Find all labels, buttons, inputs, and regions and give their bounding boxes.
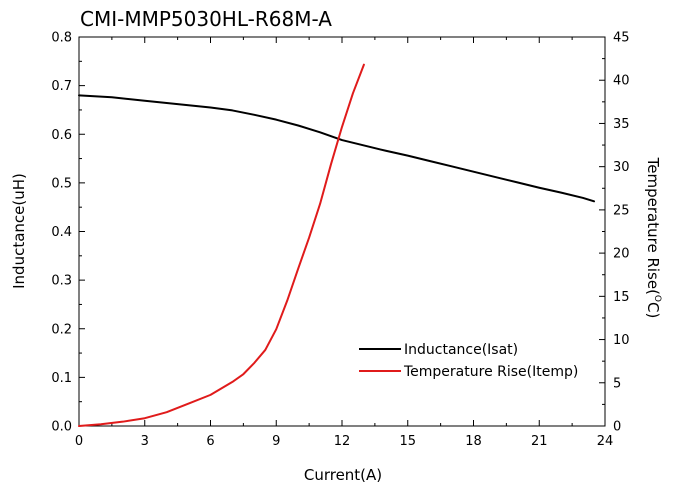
y-tick-label: 0.5	[51, 176, 72, 191]
x-tick-label: 21	[531, 434, 548, 449]
series-line-inductance	[78, 94, 596, 203]
y-tick-label: 0.6	[51, 128, 72, 143]
x-tick-label: 3	[141, 434, 149, 449]
x-tick-label: 15	[399, 434, 416, 449]
y2-axis-title-sup: O	[652, 295, 662, 302]
x-tick-label: 0	[75, 434, 83, 449]
x-tick-label: 9	[272, 434, 280, 449]
x-axis-title: Current(A)	[304, 466, 382, 484]
y-axis-title: Inductance(uH)	[10, 173, 28, 289]
y2-tick-label: 20	[613, 247, 630, 262]
x-tick-label: 24	[597, 434, 614, 449]
series-group	[78, 63, 596, 427]
y-tick-label: 0.0	[51, 420, 72, 435]
x-tick-label: 6	[206, 434, 214, 449]
legend-label-temperature: Temperature Rise(Itemp)	[403, 364, 578, 380]
x-tick-label: 18	[465, 434, 482, 449]
y-tick-label: 0.1	[51, 371, 72, 386]
series-line-temperature	[78, 63, 365, 427]
y-tick-label: 0.2	[51, 322, 72, 337]
y2-tick-label: 45	[613, 31, 630, 46]
y2-tick-label: 25	[613, 203, 630, 218]
y2-tick-label: 35	[613, 117, 630, 132]
y2-tick-label: 15	[613, 290, 630, 305]
y-tick-label: 0.7	[51, 79, 72, 94]
y2-axis-title-end: C)	[644, 302, 662, 318]
legend: Inductance(Isat) Temperature Rise(Itemp)	[359, 342, 578, 380]
y2-tick-label: 40	[613, 74, 630, 89]
x-tick-label: 12	[334, 434, 351, 449]
x-axis-ticks: 0 3 6 9 12 15 18 21 24	[75, 37, 613, 449]
y2-tick-label: 10	[613, 333, 630, 348]
y2-axis-ticks: 0 5 10 15 20 25 30 35 40 45	[599, 31, 630, 435]
y2-axis-title: Temperature Rise(OC)	[644, 157, 662, 319]
legend-label-inductance: Inductance(Isat)	[404, 342, 518, 358]
svg-text:Temperature Rise(OC): Temperature Rise(OC)	[644, 157, 662, 319]
y-tick-label: 0.3	[51, 274, 72, 289]
y-tick-label: 0.4	[51, 225, 72, 240]
y2-tick-label: 5	[613, 376, 621, 391]
chart-title: CMI-MMP5030HL-R68M-A	[80, 7, 332, 31]
y2-tick-label: 0	[613, 420, 621, 435]
y-axis-ticks: 0.0 0.1 0.2 0.3 0.4 0.5 0.6 0.7 0.8	[51, 31, 85, 435]
plot-area: 0 3 6 9 12 15 18 21 24 0.00.10.20.30.40.50.60.70…	[51, 31, 629, 450]
y2-tick-label: 30	[613, 160, 630, 175]
y2-axis-title-main: Temperature Rise(	[644, 157, 662, 295]
y-tick-label: 0.8	[51, 31, 72, 46]
